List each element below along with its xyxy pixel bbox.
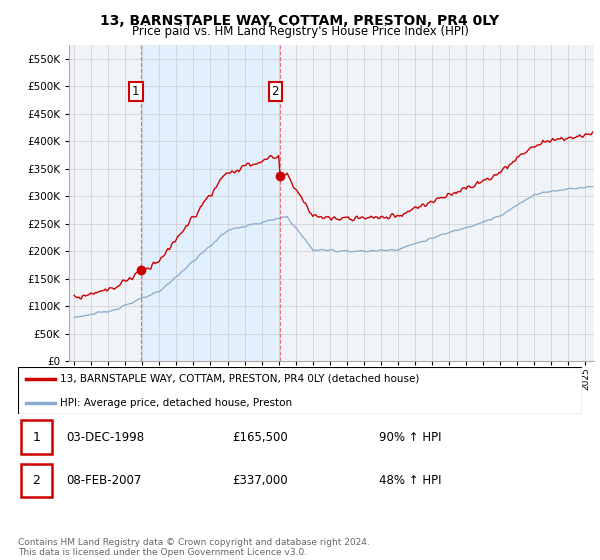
Text: 90% ↑ HPI: 90% ↑ HPI [379,431,442,444]
Text: HPI: Average price, detached house, Preston: HPI: Average price, detached house, Pres… [60,398,292,408]
Text: Contains HM Land Registry data © Crown copyright and database right 2024.
This d: Contains HM Land Registry data © Crown c… [18,538,370,557]
Text: £165,500: £165,500 [232,431,288,444]
Text: 48% ↑ HPI: 48% ↑ HPI [379,474,442,487]
Text: Price paid vs. HM Land Registry's House Price Index (HPI): Price paid vs. HM Land Registry's House … [131,25,469,38]
Text: 2: 2 [271,85,279,98]
Bar [21,464,52,497]
Bar [21,421,52,454]
Text: 1: 1 [132,85,140,98]
Text: 1: 1 [32,431,40,444]
Bar [141,45,280,361]
Text: 03-DEC-1998: 03-DEC-1998 [66,431,144,444]
Text: £337,000: £337,000 [232,474,288,487]
Text: 13, BARNSTAPLE WAY, COTTAM, PRESTON, PR4 0LY: 13, BARNSTAPLE WAY, COTTAM, PRESTON, PR4… [100,14,500,28]
Text: 08-FEB-2007: 08-FEB-2007 [66,474,142,487]
Text: 2: 2 [32,474,40,487]
Text: 13, BARNSTAPLE WAY, COTTAM, PRESTON, PR4 0LY (detached house): 13, BARNSTAPLE WAY, COTTAM, PRESTON, PR4… [60,374,419,384]
